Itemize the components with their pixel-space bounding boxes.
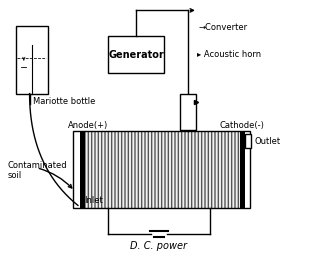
Text: Cathode(-): Cathode(-) — [220, 121, 265, 130]
Text: Generator: Generator — [108, 50, 164, 60]
Text: ▸ Acoustic horn: ▸ Acoustic horn — [197, 50, 261, 59]
Bar — [245, 134, 251, 148]
Bar — [73, 131, 250, 208]
Bar — [180, 94, 196, 130]
Text: D. C. power: D. C. power — [130, 241, 188, 251]
Bar — [16, 26, 48, 94]
Text: Anode(+): Anode(+) — [68, 121, 108, 130]
Bar — [240, 131, 245, 208]
Text: Mariotte bottle: Mariotte bottle — [33, 98, 96, 107]
Bar — [80, 131, 85, 208]
Text: →Converter: →Converter — [199, 23, 248, 32]
Bar — [108, 36, 164, 73]
Bar — [85, 131, 240, 208]
Text: Inlet: Inlet — [84, 196, 103, 205]
Text: Outlet: Outlet — [254, 137, 280, 146]
Text: Contaminated
soil: Contaminated soil — [8, 161, 68, 180]
